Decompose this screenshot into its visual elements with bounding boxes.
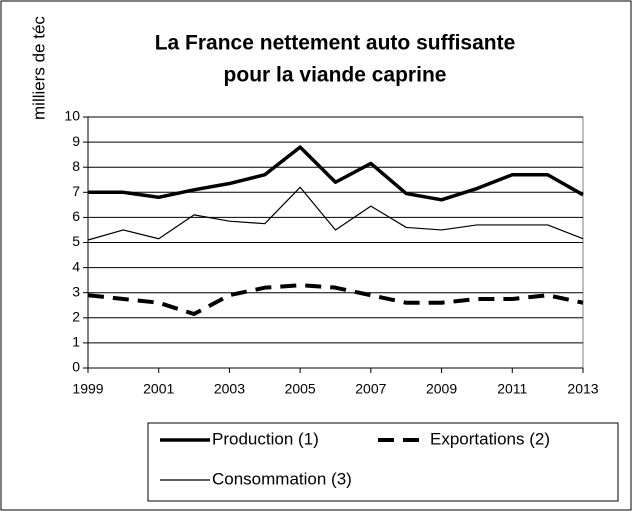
- y-tick-label: 9: [72, 133, 80, 149]
- data-line: [88, 145, 584, 202]
- y-tick-label: 8: [72, 158, 80, 174]
- x-tick-label: 2007: [355, 381, 386, 397]
- x-tick-label: 2009: [426, 381, 457, 397]
- chart-title: La France nettement auto suffisante: [155, 32, 516, 55]
- legend-label: Exportations (2): [430, 429, 550, 448]
- y-tick-label: 4: [72, 258, 80, 274]
- data-line: [87, 186, 584, 241]
- y-tick-label: 2: [72, 309, 80, 325]
- legend-label: Consommation (3): [212, 469, 352, 488]
- y-tick-label: 3: [72, 283, 80, 299]
- legend-label: Production (1): [212, 429, 319, 448]
- x-tick-label: 2001: [143, 381, 174, 397]
- legend-box: [147, 422, 619, 502]
- y-tick-label: 5: [72, 233, 80, 249]
- y-axis-label: milliers de téc: [29, 16, 48, 120]
- x-tick-label: 1999: [72, 381, 103, 397]
- chart-title: pour la viande caprine: [224, 64, 447, 87]
- data-line: [87, 283, 584, 317]
- x-tick-label: 2003: [214, 381, 245, 397]
- y-tick-label: 7: [72, 183, 80, 199]
- x-tick-label: 2005: [285, 381, 316, 397]
- y-tick-label: 6: [72, 208, 80, 224]
- x-tick-label: 2013: [567, 381, 598, 397]
- x-tick-label: 2011: [497, 381, 527, 397]
- y-tick-label: 1: [72, 334, 80, 350]
- y-tick-label: 0: [72, 359, 80, 375]
- y-tick-label: 10: [64, 108, 80, 124]
